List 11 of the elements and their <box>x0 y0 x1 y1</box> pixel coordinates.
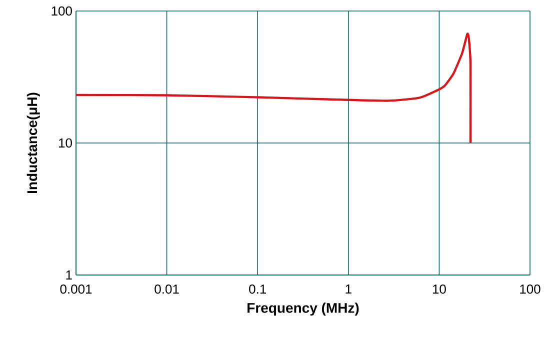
x-axis-title: Frequency (MHz) <box>248 302 359 316</box>
y-tick-label: 1 <box>66 270 72 280</box>
x-tick-label: 10 <box>432 284 446 294</box>
y-tick-label: 10 <box>59 138 72 148</box>
x-tick-label: 1 <box>346 284 352 294</box>
x-tick-label: 0.1 <box>249 284 266 294</box>
x-tick-label: 0.01 <box>154 284 179 294</box>
y-axis-title: Inductance(μH) <box>26 92 40 193</box>
y-tick-label: 100 <box>52 6 72 16</box>
x-tick-label: 100 <box>520 284 540 294</box>
x-tick-label: 0.001 <box>60 284 92 294</box>
